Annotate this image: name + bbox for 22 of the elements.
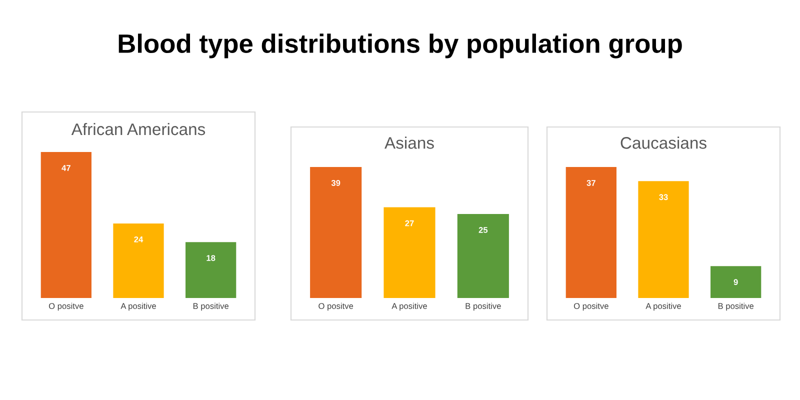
x-tick-label: A positive bbox=[646, 302, 681, 311]
x-tick-label: A positive bbox=[392, 302, 427, 311]
data-label: 9 bbox=[734, 279, 738, 286]
x-tick-label: O positve bbox=[318, 302, 354, 311]
data-label: 47 bbox=[62, 165, 70, 171]
x-tick-label: O positve bbox=[48, 302, 84, 311]
data-label: 37 bbox=[586, 180, 596, 186]
data-label: 39 bbox=[331, 180, 340, 186]
x-tick-label: B positive bbox=[193, 302, 229, 311]
chart-title: African Americans bbox=[71, 122, 206, 136]
data-label: 33 bbox=[659, 194, 668, 200]
data-label: 27 bbox=[405, 220, 414, 226]
x-tick-label: O positve bbox=[574, 302, 608, 311]
data-label: 24 bbox=[134, 236, 144, 242]
x-tick-label: B positive bbox=[466, 302, 501, 311]
x-tick-label: B positive bbox=[718, 302, 754, 311]
x-tick-label: A positive bbox=[120, 302, 156, 311]
chart-title: Caucasians bbox=[620, 136, 706, 149]
chart-title: Asians bbox=[384, 136, 434, 149]
text: Blood type distributions by population group bbox=[118, 34, 682, 58]
data-label: 18 bbox=[206, 255, 216, 261]
data-label: 25 bbox=[478, 227, 488, 233]
